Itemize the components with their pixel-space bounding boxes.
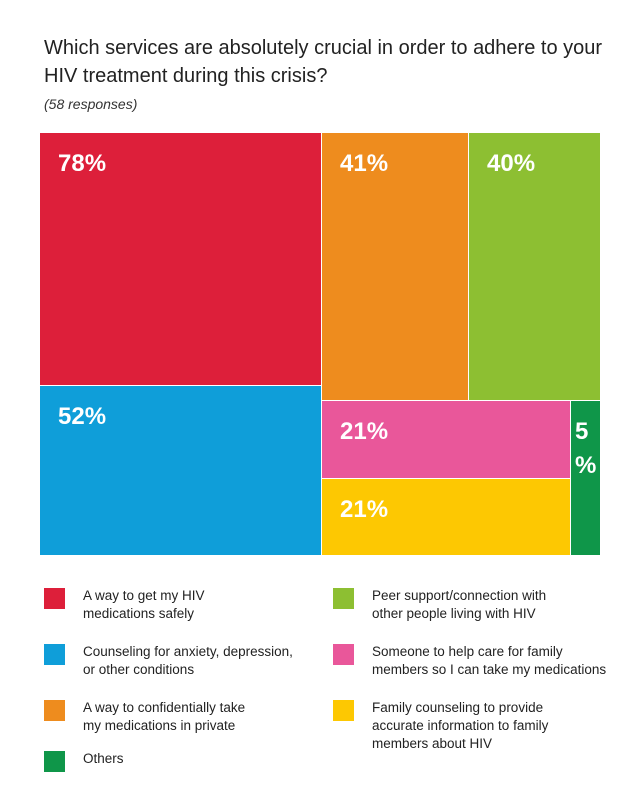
tile-confidential [322, 133, 468, 400]
tile-confidential-label: 41% [340, 150, 388, 177]
legend-item-confidential: A way to confidentially take my medicati… [44, 699, 245, 735]
legend-swatch [333, 700, 354, 721]
legend-item-family-care: Someone to help care for family members … [333, 643, 606, 679]
legend-swatch [44, 588, 65, 609]
legend-item-counseling: Counseling for anxiety, depression, or o… [44, 643, 293, 679]
tile-peer-support-label: 40% [487, 150, 535, 177]
tile-safe-medications [40, 133, 321, 385]
legend-swatch [333, 588, 354, 609]
legend-label: Peer support/connection with other peopl… [372, 588, 547, 621]
legend-label: Counseling for anxiety, depression, or o… [83, 644, 293, 677]
tile-family-counseling-label: 21% [340, 496, 388, 523]
legend-item-others: Others [44, 750, 124, 772]
tile-family-care-label: 21% [340, 418, 388, 445]
response-count: (58 responses) [44, 96, 138, 112]
tile-others-label: 5% [575, 418, 596, 479]
tile-safe-medications-label: 78% [58, 150, 106, 177]
tile-others [571, 401, 600, 555]
legend-item-safe-medications: A way to get my HIV medications safely [44, 587, 205, 623]
legend-item-family-counseling: Family counseling to provide accurate in… [333, 699, 548, 753]
chart-title: Which services are absolutely crucial in… [44, 37, 603, 87]
tile-peer-support [469, 133, 600, 400]
legend-swatch [44, 644, 65, 665]
legend-swatch [333, 644, 354, 665]
tile-family-counseling [322, 479, 570, 555]
legend-label: A way to get my HIV medications safely [83, 588, 205, 621]
legend-label: Someone to help care for family members … [372, 644, 607, 677]
tile-family-care [322, 401, 570, 478]
legend-label: A way to confidentially take my medicati… [83, 700, 246, 733]
tile-counseling [40, 386, 321, 555]
legend-label: Others [83, 751, 124, 766]
legend-swatch [44, 751, 65, 772]
tile-counseling-label: 52% [58, 403, 106, 430]
legend-swatch [44, 700, 65, 721]
legend-item-peer-support: Peer support/connection with other peopl… [333, 587, 546, 623]
legend-label: Family counseling to provide accurate in… [372, 700, 549, 751]
